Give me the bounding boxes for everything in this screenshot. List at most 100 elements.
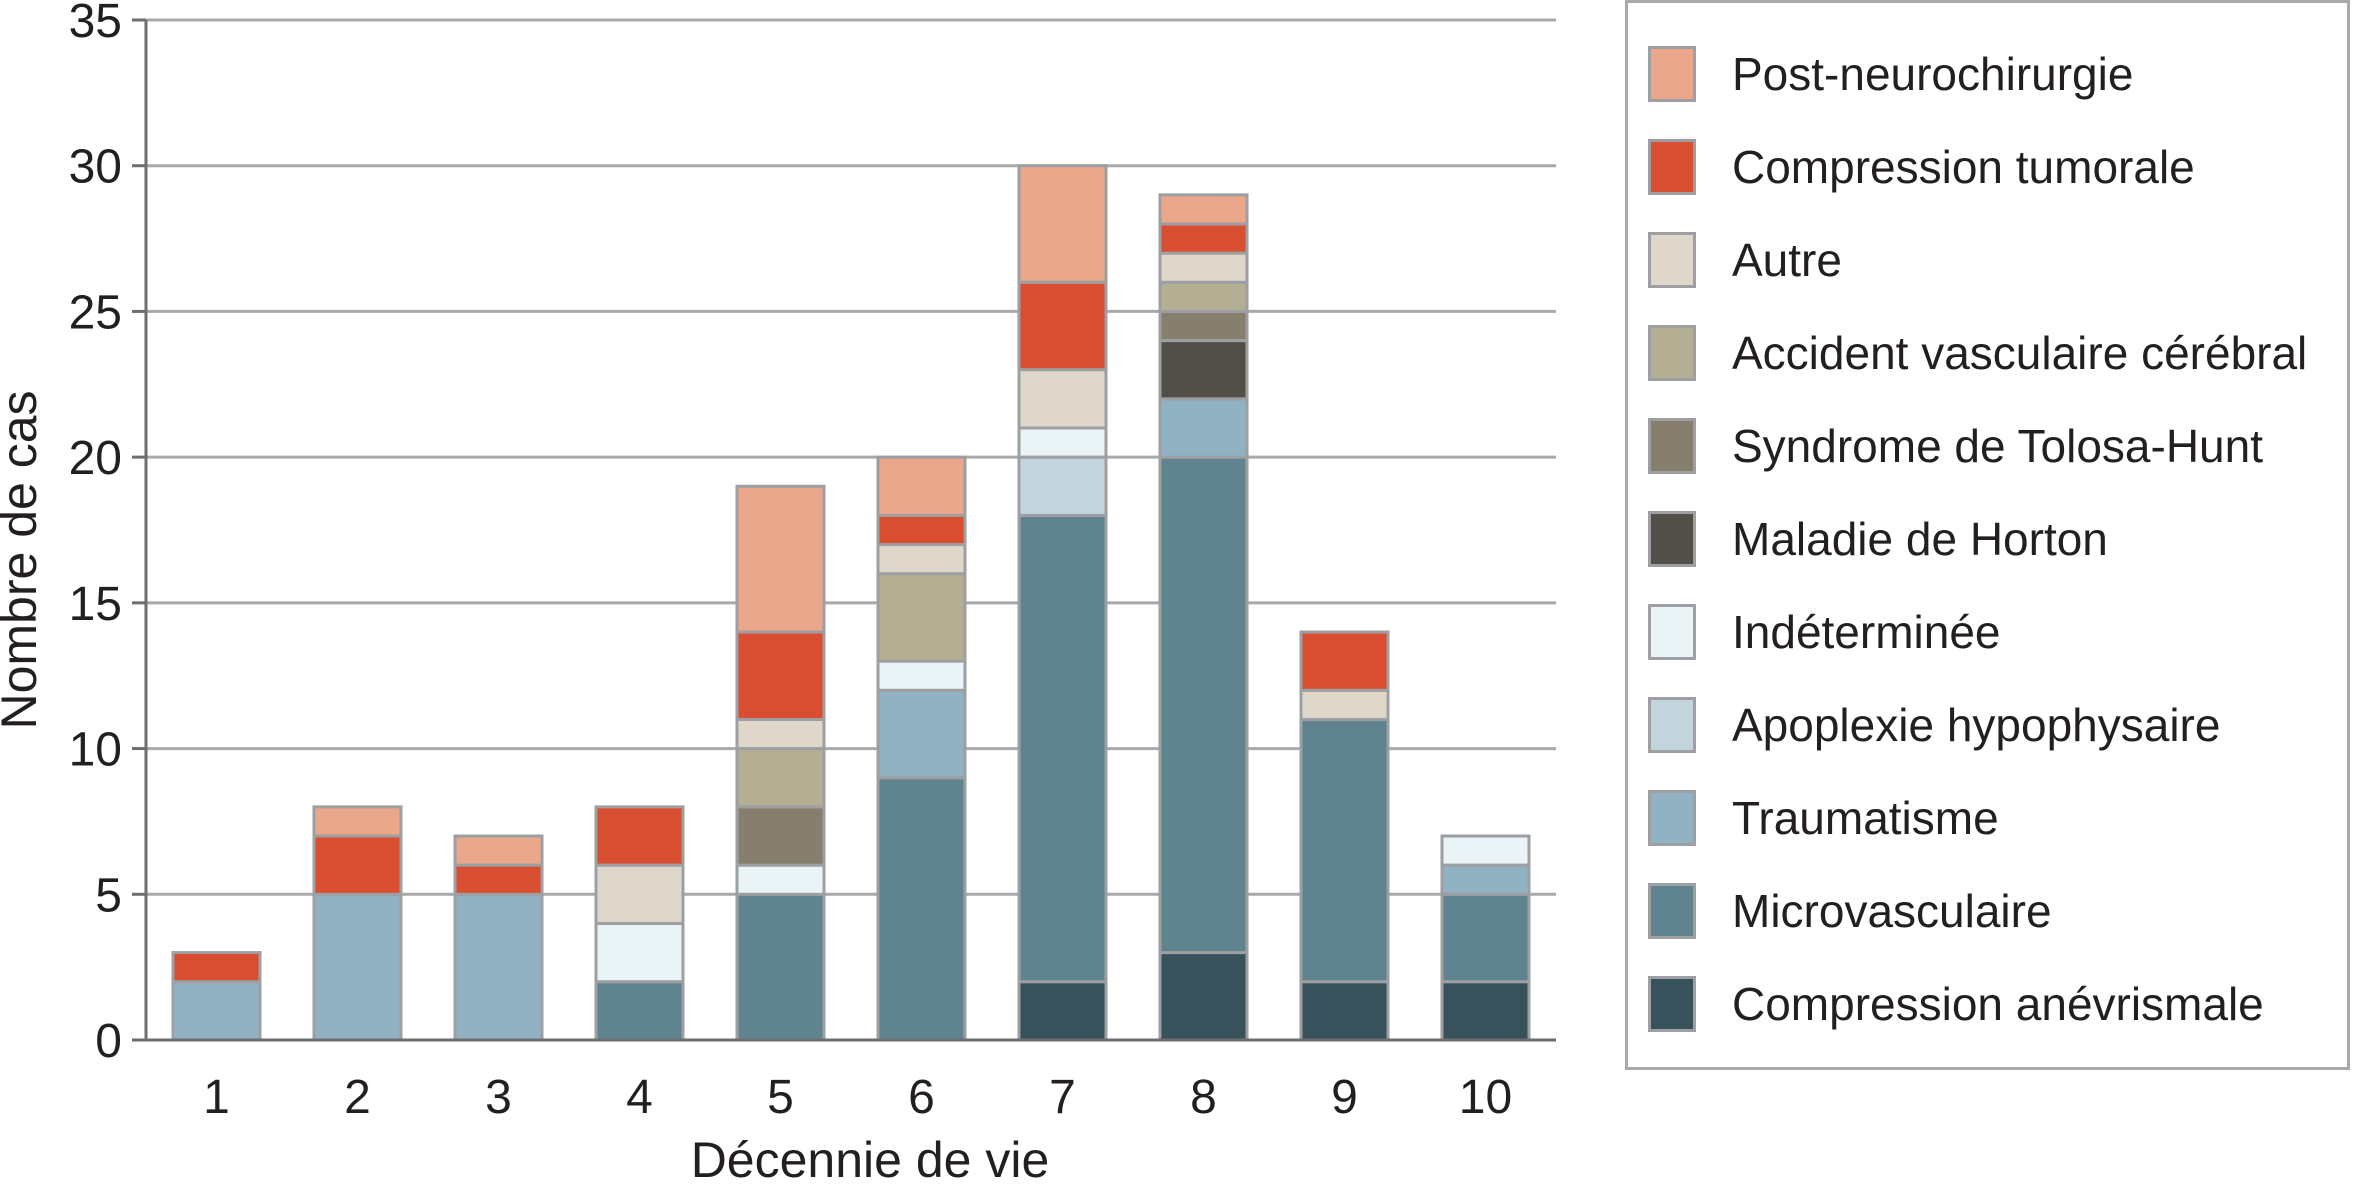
bars xyxy=(171,164,1531,1042)
bar-segment xyxy=(735,747,826,809)
legend-label: Autre xyxy=(1732,234,1842,286)
bar-segment xyxy=(453,834,544,867)
bar-segment xyxy=(735,484,826,634)
bar-segment xyxy=(735,892,826,1042)
bar-segment xyxy=(876,688,967,780)
legend-swatch xyxy=(1648,604,1696,660)
bar-stack-3 xyxy=(453,834,544,1042)
legend-swatch xyxy=(1648,46,1696,102)
x-axis-title: Décennie de vie xyxy=(691,1132,1050,1186)
legend-swatch xyxy=(1648,976,1696,1032)
bar-segment xyxy=(171,980,262,1042)
x-tick-label: 10 xyxy=(1459,1071,1512,1124)
bar-segment xyxy=(1158,309,1249,343)
legend-item: Traumatisme xyxy=(1648,783,1999,853)
bar-segment xyxy=(735,630,826,721)
legend-item: Post-neurochirurgie xyxy=(1648,39,2133,109)
bar-stack-9 xyxy=(1299,630,1390,1042)
bar-segment xyxy=(312,805,403,838)
axes xyxy=(144,20,1556,1042)
bar-stack-6 xyxy=(876,455,967,1042)
x-tick-label: 8 xyxy=(1190,1071,1217,1124)
legend-label: Indéterminée xyxy=(1732,606,2001,658)
bar-segment xyxy=(876,513,967,547)
x-tick-label: 7 xyxy=(1049,1071,1076,1124)
bar-segment xyxy=(1299,688,1390,721)
x-tick-label: 6 xyxy=(908,1071,935,1124)
bar-segment xyxy=(312,892,403,1042)
bar-segment xyxy=(1017,426,1108,459)
legend-label: Accident vasculaire cérébral xyxy=(1732,327,2308,379)
legend-label: Apoplexie hypophysaire xyxy=(1732,699,2221,751)
legend-item: Microvasculaire xyxy=(1648,876,2052,946)
chart-plot: 0 5 10 15 20 25 30 35 1 2 3 4 5 6 7 8 9 10 Décennie de v… xyxy=(0,0,1556,1186)
y-tick-label: 15 xyxy=(69,578,122,631)
legend-swatch xyxy=(1648,139,1696,195)
legend-item: Maladie de Horton xyxy=(1648,504,2108,574)
bar-segment xyxy=(735,717,826,751)
legend-swatch xyxy=(1648,232,1696,288)
x-tick-label: 2 xyxy=(344,1071,371,1124)
legend-swatch xyxy=(1648,511,1696,567)
bar-segment xyxy=(312,834,403,896)
bar-segment xyxy=(1440,863,1531,896)
legend-label: Compression tumorale xyxy=(1732,141,2195,193)
x-tick-label: 3 xyxy=(485,1071,512,1124)
bar-segment xyxy=(171,951,262,984)
bar-segment xyxy=(876,455,967,517)
bar-segment xyxy=(1440,980,1531,1042)
bar-segment xyxy=(594,921,685,984)
bar-segment xyxy=(594,805,685,867)
bar-segment xyxy=(1017,513,1108,984)
bar-segment xyxy=(1017,368,1108,430)
bar-segment xyxy=(594,980,685,1042)
bar-segment xyxy=(1299,717,1390,984)
bar-stack-7 xyxy=(1017,164,1108,1042)
bar-segment xyxy=(1158,455,1249,955)
bar-segment xyxy=(1440,834,1531,867)
legend-item: Compression anévrismale xyxy=(1648,969,2264,1039)
bar-segment xyxy=(876,572,967,663)
bar-segment xyxy=(1299,630,1390,692)
legend-swatch xyxy=(1648,883,1696,939)
y-tick-label: 35 xyxy=(69,0,122,48)
bar-segment xyxy=(1158,251,1249,284)
bar-segment xyxy=(1158,193,1249,226)
y-tick-labels: 0 5 10 15 20 25 30 35 xyxy=(69,0,122,1068)
bar-segment xyxy=(1017,280,1108,372)
y-tick-label: 25 xyxy=(69,286,122,339)
y-tick-label: 20 xyxy=(69,432,122,485)
bar-segment xyxy=(735,863,826,896)
y-tick-label: 10 xyxy=(69,724,122,777)
bar-stack-1 xyxy=(171,951,262,1042)
bar-stack-10 xyxy=(1440,834,1531,1042)
y-axis-title: Nombre de cas xyxy=(0,390,47,729)
legend-item: Autre xyxy=(1648,225,1842,295)
bar-segment xyxy=(453,863,544,896)
legend-label: Traumatisme xyxy=(1732,792,1999,844)
bar-segment xyxy=(876,659,967,692)
legend-label: Compression anévrismale xyxy=(1732,978,2264,1030)
bar-segment xyxy=(1299,980,1390,1042)
legend-item: Indéterminée xyxy=(1648,597,2001,667)
legend-item: Apoplexie hypophysaire xyxy=(1648,690,2220,760)
x-tick-label: 1 xyxy=(203,1071,230,1124)
legend-swatch xyxy=(1648,325,1696,381)
legend-label: Post-neurochirurgie xyxy=(1732,48,2134,100)
legend-item: Compression tumorale xyxy=(1648,132,2195,202)
bar-segment xyxy=(1158,339,1249,401)
legend-label: Syndrome de Tolosa-Hunt xyxy=(1732,420,2263,472)
bar-segment xyxy=(876,776,967,1042)
legend-swatch xyxy=(1648,790,1696,846)
bar-stack-4 xyxy=(594,805,685,1042)
bar-segment xyxy=(453,892,544,1042)
x-tick-label: 4 xyxy=(626,1071,653,1124)
bar-segment xyxy=(1017,164,1108,284)
bar-segment xyxy=(1158,280,1249,313)
y-tick-label: 0 xyxy=(95,1015,122,1068)
bar-segment xyxy=(1440,892,1531,984)
legend-swatch xyxy=(1648,418,1696,474)
y-tick-label: 30 xyxy=(69,141,122,194)
bar-segment xyxy=(594,863,685,925)
legend-label: Microvasculaire xyxy=(1732,885,2052,937)
